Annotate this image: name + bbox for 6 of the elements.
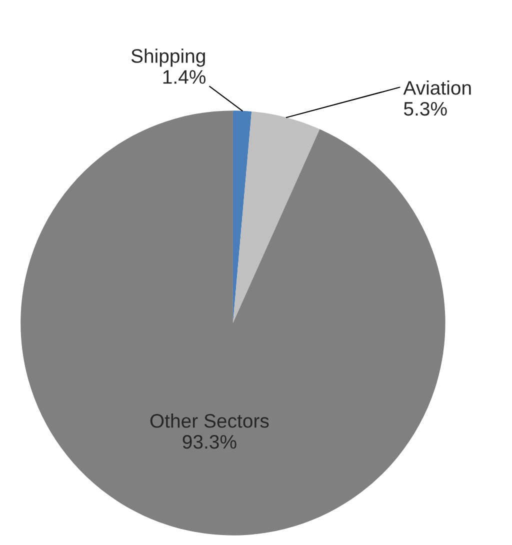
data-label: 1.4% xyxy=(163,70,206,84)
slice-label: Aviation xyxy=(403,80,471,95)
slice-label: Shipping xyxy=(131,48,205,67)
data-label: 5.3% xyxy=(404,102,447,116)
data-label: 93.3% xyxy=(182,434,236,449)
slice-label: Other Sectors xyxy=(150,414,269,428)
